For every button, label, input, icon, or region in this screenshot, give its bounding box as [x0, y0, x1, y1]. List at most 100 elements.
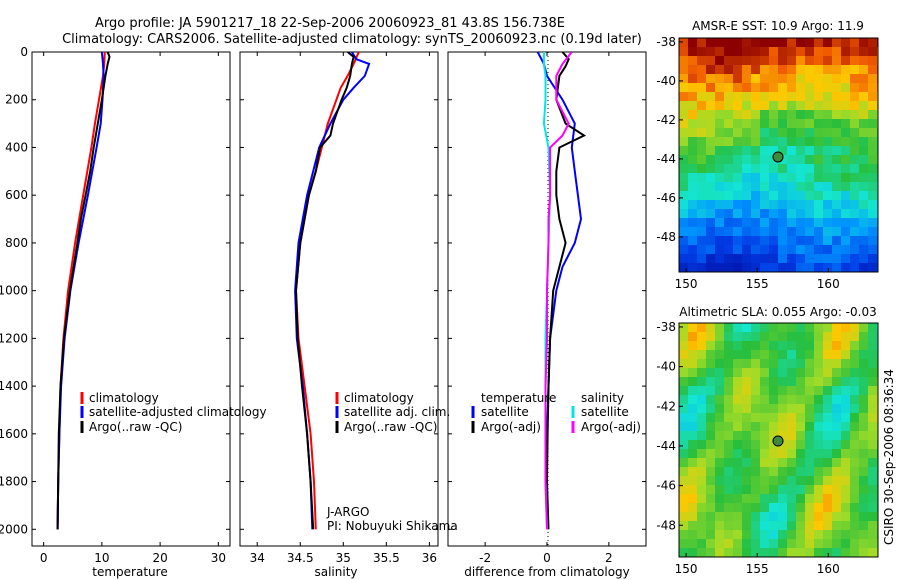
heatmap-cell [859, 254, 868, 263]
heatmap-cell [751, 449, 760, 458]
heatmap-cell [868, 377, 877, 386]
heatmap-cell [742, 377, 751, 386]
heatmap-cell [787, 164, 796, 173]
heatmap-cell [697, 449, 706, 458]
heatmap-cell [832, 422, 841, 431]
heatmap-cell [760, 137, 769, 146]
heatmap-cell [796, 101, 805, 110]
heatmap-cell [805, 422, 814, 431]
heatmap-cell [814, 74, 823, 83]
heatmap-cell [832, 191, 841, 200]
heatmap-cell [805, 413, 814, 422]
heatmap-cell [787, 440, 796, 449]
heatmap-cell [787, 92, 796, 101]
heatmap-cell [814, 227, 823, 236]
heatmap-cell [832, 200, 841, 209]
heatmap-cell [805, 467, 814, 476]
heatmap-cell [688, 254, 697, 263]
heatmap-cell [859, 137, 868, 146]
heatmap-cell [715, 503, 724, 512]
heatmap-cell [724, 56, 733, 65]
heatmap-cell [796, 386, 805, 395]
heatmap-cell [742, 101, 751, 110]
heatmap-cell [868, 92, 877, 101]
heatmap-cell [769, 332, 778, 341]
x-tick-label: 155 [746, 562, 769, 576]
heatmap-cell [850, 146, 859, 155]
heatmap-cell [868, 557, 877, 566]
heatmap-cell [796, 47, 805, 56]
heatmap-cell [688, 413, 697, 422]
heatmap-cell [742, 137, 751, 146]
heatmap-cell [832, 341, 841, 350]
heatmap-cell [742, 413, 751, 422]
figure-title-line1: Argo profile: JA 5901217_18 22-Sep-2006 … [95, 16, 565, 31]
legend-climatology-label: climatology [89, 391, 159, 405]
heatmap-cell [724, 65, 733, 74]
heatmap-cell [823, 191, 832, 200]
heatmap-cell [868, 47, 877, 56]
heatmap-cell [796, 110, 805, 119]
heatmap-cell [751, 38, 760, 47]
heatmap-cell [814, 404, 823, 413]
heatmap-cell [688, 227, 697, 236]
heatmap-cell [850, 359, 859, 368]
heatmap-cell [832, 128, 841, 137]
heatmap-cell [823, 431, 832, 440]
heatmap-cell [796, 548, 805, 557]
heatmap-cell [751, 467, 760, 476]
heatmap-cell [868, 494, 877, 503]
heatmap-cell [706, 413, 715, 422]
y-tick-label: -46 [656, 191, 676, 205]
heatmap-cell [688, 119, 697, 128]
heatmap-cell [805, 146, 814, 155]
heatmap-cell [823, 341, 832, 350]
heatmap-cell [841, 92, 850, 101]
heatmap-cell [769, 377, 778, 386]
heatmap-cell [742, 467, 751, 476]
heatmap-cell [787, 56, 796, 65]
heatmap-cell [823, 92, 832, 101]
heatmap-cell [724, 263, 733, 272]
heatmap-cell [697, 530, 706, 539]
heatmap-cell [760, 422, 769, 431]
heatmap-cell [706, 467, 715, 476]
heatmap-cell [805, 431, 814, 440]
heatmap-cell [760, 386, 769, 395]
heatmap-cell [742, 476, 751, 485]
heatmap-cell [688, 74, 697, 83]
heatmap-cell [832, 431, 841, 440]
heatmap-cell [715, 386, 724, 395]
heatmap-cell [769, 263, 778, 272]
heatmap-cell [706, 92, 715, 101]
heatmap-cell [769, 440, 778, 449]
heatmap-cell [769, 191, 778, 200]
y-tick-label: 400 [5, 140, 28, 154]
heatmap-cell [724, 101, 733, 110]
heatmap-cell [814, 323, 823, 332]
heatmap-cell [724, 386, 733, 395]
heatmap-cell [751, 146, 760, 155]
heatmap-cell [769, 173, 778, 182]
heatmap-cell [787, 404, 796, 413]
heatmap-cell [760, 458, 769, 467]
heatmap-cell [868, 119, 877, 128]
heatmap-cell [814, 92, 823, 101]
heatmap-cell [751, 218, 760, 227]
heatmap-cell [706, 182, 715, 191]
heatmap-cell [751, 341, 760, 350]
x-tick-label: 160 [817, 562, 840, 576]
heatmap-cell [769, 404, 778, 413]
heatmap-cell [697, 173, 706, 182]
heatmap-cell [787, 74, 796, 83]
heatmap-cell [751, 92, 760, 101]
heatmap-cell [760, 209, 769, 218]
heatmap-cell [742, 263, 751, 272]
heatmap-cell [715, 218, 724, 227]
heatmap-cell [697, 422, 706, 431]
sst-argo-location-marker [772, 151, 784, 163]
heatmap-cell [868, 218, 877, 227]
heatmap-cell [715, 254, 724, 263]
heatmap-cell [778, 146, 787, 155]
pi-institution: J-ARGO [326, 505, 369, 519]
